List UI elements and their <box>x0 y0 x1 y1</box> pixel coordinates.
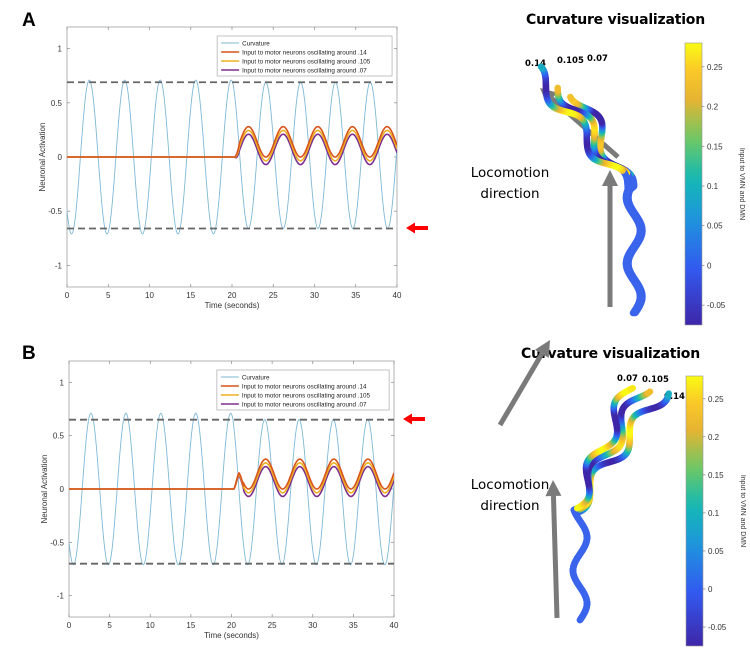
line-chart-a: 0 5 10 15 20 25 30 35 40 -1 -0.5 0 0.5 1 Time (seconds… <box>38 26 428 310</box>
curvature-visualization-b: 0.25 0.2 0.15 0.1 0.05 0 -0.05 Input to VMN and… <box>497 340 746 647</box>
x-tick-label: 30 <box>308 621 317 630</box>
locomotion-label-b: Locomotion direction <box>455 475 565 517</box>
worm-body <box>537 63 644 317</box>
locomotion-direction-arrow-icon <box>497 340 550 427</box>
colorbar-tick-label: 0.05 <box>708 547 724 556</box>
x-tick-label: 0 <box>67 621 72 630</box>
colorbar-tick-label: 0.05 <box>707 222 723 231</box>
colorbar <box>684 42 703 326</box>
colorbar-tick-label: 0.25 <box>707 63 723 72</box>
y-tick-label: 0 <box>58 153 63 162</box>
colorbar-tick-label: 0.15 <box>708 471 724 480</box>
x-axis-label: Time (seconds) <box>204 631 259 640</box>
legend-entry: Input to motor neurons oscillating aroun… <box>242 393 371 400</box>
worm-label-a-2: 0.07 <box>587 54 608 64</box>
worm-body <box>569 384 636 624</box>
y-tick-label: 0.5 <box>51 99 63 108</box>
colorbar-label: Input to VMN and DMN <box>738 148 745 220</box>
colorbar <box>685 375 704 647</box>
x-tick-label: 15 <box>186 621 195 630</box>
legend-entry: Curvature <box>242 375 270 382</box>
locomotion-line2: direction <box>480 186 540 202</box>
motor-input-line <box>69 458 394 490</box>
locomotion-line2: direction <box>480 498 540 514</box>
x-tick-label: 20 <box>228 291 237 300</box>
x-tick-label: 10 <box>146 621 155 630</box>
legend-entry: Input to motor neurons oscillating aroun… <box>242 384 367 391</box>
x-tick-label: 40 <box>390 621 399 630</box>
curvature-visualization-a: 0.25 0.2 0.15 0.1 0.05 0 -0.05 Input to VMN and… <box>537 42 745 326</box>
panel-letter-a: A <box>22 10 36 31</box>
curvature-line <box>69 412 394 566</box>
worm-label-a-0: 0.14 <box>525 59 546 69</box>
viz-title-a: Curvature visualization <box>526 12 705 28</box>
worm-label-b-0: 0.07 <box>617 374 638 384</box>
legend-entry: Input to motor neurons oscillating aroun… <box>242 50 367 57</box>
x-tick-label: 20 <box>227 621 236 630</box>
colorbar-tick-label: 0 <box>708 585 713 594</box>
x-tick-label: 10 <box>145 291 154 300</box>
y-tick-label: 1 <box>58 45 63 54</box>
worm-label-a-1: 0.105 <box>557 56 584 66</box>
colorbar-label: Input to VMN and DMN <box>739 475 746 547</box>
y-tick-label: -0.5 <box>48 207 62 216</box>
x-tick-label: 25 <box>268 621 277 630</box>
y-tick-label: 0 <box>60 485 65 494</box>
legend-entry: Input to motor neurons oscillating aroun… <box>242 59 371 66</box>
y-axis-label: Neuronal Activation <box>40 455 49 524</box>
red-arrow-icon <box>406 222 428 234</box>
legend-entry: Curvature <box>242 41 270 48</box>
x-axis-label: Time (seconds) <box>205 301 260 310</box>
locomotion-direction-arrow-icon <box>602 170 618 307</box>
motor-input-line <box>67 125 397 158</box>
colorbar-tick-label: -0.05 <box>708 623 727 632</box>
x-tick-label: 0 <box>65 291 70 300</box>
legend-entry: Input to motor neurons oscillating aroun… <box>242 68 367 75</box>
y-tick-label: -0.5 <box>50 538 64 547</box>
legend: Curvature Input to motor neurons oscillat… <box>216 369 390 411</box>
x-tick-label: 5 <box>107 621 112 630</box>
worm-label-b-2: 0.14 <box>664 392 685 402</box>
colorbar-tick-label: 0.2 <box>707 103 719 112</box>
colorbar-tick-label: 0.25 <box>708 395 724 404</box>
locomotion-line1: Locomotion <box>470 165 550 181</box>
colorbar-tick-label: 0.1 <box>707 182 719 191</box>
legend: Curvature Input to motor neurons oscillat… <box>216 35 393 77</box>
x-tick-label: 35 <box>349 621 358 630</box>
x-tick-label: 40 <box>393 291 402 300</box>
curvature-line <box>67 79 397 235</box>
locomotion-direction-arrow-icon <box>540 88 620 159</box>
y-tick-label: -1 <box>55 261 63 270</box>
x-tick-label: 5 <box>106 291 111 300</box>
y-tick-label: -1 <box>57 592 65 601</box>
colorbar-tick-label: 0 <box>707 261 712 270</box>
y-tick-label: 1 <box>60 378 65 387</box>
colorbar-tick-label: 0.15 <box>707 142 723 151</box>
panel-letter-b: B <box>22 343 36 364</box>
y-tick-label: 0.5 <box>53 432 65 441</box>
colorbar-tick-label: 0.1 <box>708 509 720 518</box>
x-tick-label: 30 <box>310 291 319 300</box>
red-arrow-icon <box>403 413 425 425</box>
x-tick-label: 25 <box>269 291 278 300</box>
locomotion-label-a: Locomotion direction <box>455 163 565 205</box>
x-tick-label: 35 <box>351 291 360 300</box>
line-chart-b: 0 5 10 15 20 25 30 35 40 -1 -0.5 0 0.5 1 Time (seconds… <box>40 360 425 640</box>
colorbar-tick-label: -0.05 <box>707 301 726 310</box>
y-axis-label: Neuronal Activation <box>38 123 47 192</box>
viz-title-b: Curvature visualization <box>521 346 700 362</box>
colorbar-tick-label: 0.2 <box>708 433 720 442</box>
worm-label-b-1: 0.105 <box>642 375 669 385</box>
locomotion-line1: Locomotion <box>470 477 550 493</box>
locomotion-direction-arrow-icon <box>545 480 562 619</box>
legend-entry: Input to motor neurons oscillating aroun… <box>242 402 367 409</box>
x-tick-label: 15 <box>186 291 195 300</box>
